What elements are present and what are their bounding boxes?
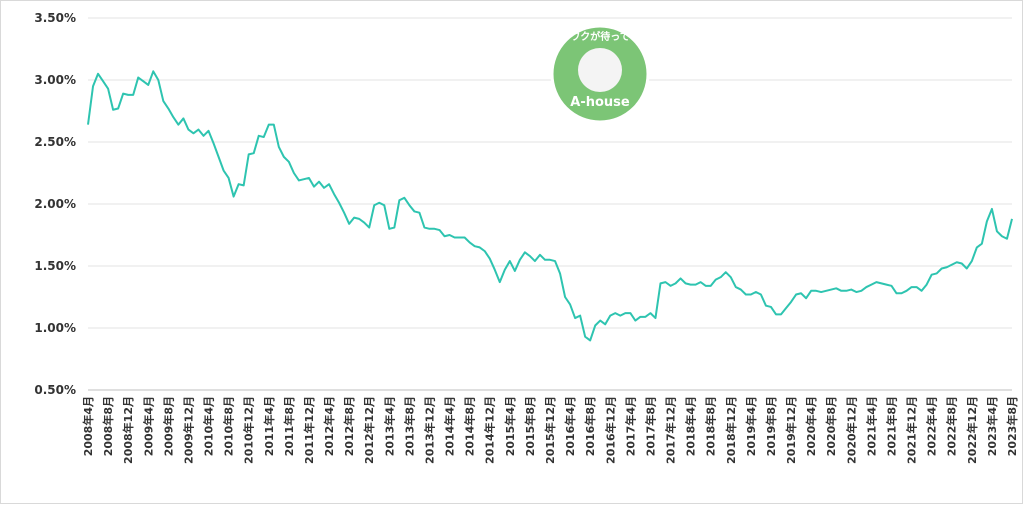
x-tick-label: 2009年4月 [141, 396, 155, 456]
x-tick-label: 2011年4月 [262, 396, 276, 456]
x-tick-label: 2015年12月 [543, 396, 557, 464]
x-tick-label: 2016年12月 [603, 396, 617, 464]
line-series [87, 70, 1013, 342]
x-tick-label: 2008年8月 [101, 396, 115, 456]
y-tick-label: 2.50% [34, 135, 76, 149]
x-tick-label: 2012年4月 [322, 396, 336, 456]
y-tick-label: 3.00% [34, 73, 76, 87]
x-tick-label: 2009年8月 [161, 396, 175, 456]
y-tick-label: 1.50% [34, 259, 76, 273]
x-tick-label: 2018年12月 [724, 396, 738, 464]
x-tick-label: 2022年8月 [945, 396, 959, 456]
x-tick-label: 2011年12月 [302, 396, 316, 464]
x-tick-label: 2008年12月 [121, 396, 135, 464]
x-tick-label: 2018年8月 [704, 396, 718, 456]
x-tick-label: 2019年8月 [764, 396, 778, 456]
x-tick-label: 2008年4月 [81, 396, 95, 456]
x-tick-label: 2013年12月 [422, 396, 436, 464]
x-tick-label: 2020年4月 [804, 396, 818, 456]
x-tick-label: 2021年12月 [905, 396, 919, 464]
logo-tagline: ワクワクが待っている [550, 30, 650, 43]
x-tick-label: 2018年4月 [684, 396, 698, 456]
x-tick-label: 2014年4月 [443, 396, 457, 456]
x-tick-label: 2010年8月 [222, 396, 236, 456]
y-tick-label: 2.00% [34, 197, 76, 211]
x-tick-label: 2012年8月 [342, 396, 356, 456]
x-tick-label: 2017年12月 [664, 396, 678, 464]
x-tick-label: 2017年4月 [623, 396, 637, 456]
x-tick-label: 2023年8月 [1005, 396, 1019, 456]
x-tick-label: 2010年4月 [202, 396, 216, 456]
x-tick-label: 2014年8月 [463, 396, 477, 456]
x-tick-label: 2013年4月 [382, 396, 396, 456]
y-tick-label: 1.00% [34, 321, 76, 335]
x-tick-label: 2019年4月 [744, 396, 758, 456]
logo-brand: A-house [570, 95, 630, 110]
x-tick-label: 2022年12月 [965, 396, 979, 464]
x-tick-label: 2016年4月 [563, 396, 577, 456]
x-tick-label: 2020年8月 [824, 396, 838, 456]
x-tick-label: 2012年12月 [362, 396, 376, 464]
x-tick-label: 2023年4月 [985, 396, 999, 456]
x-tick-label: 2013年8月 [402, 396, 416, 456]
logo-icon [578, 48, 622, 92]
x-tick-label: 2015年4月 [503, 396, 517, 456]
x-tick-label: 2009年12月 [181, 396, 195, 464]
x-tick-label: 2017年8月 [643, 396, 657, 456]
x-tick-label: 2019年12月 [784, 396, 798, 464]
x-tick-label: 2015年8月 [523, 396, 537, 456]
y-tick-label: 0.50% [34, 383, 76, 397]
x-tick-label: 2022年4月 [925, 396, 939, 456]
x-tick-label: 2021年8月 [884, 396, 898, 456]
x-tick-label: 2020年12月 [844, 396, 858, 464]
x-tick-label: 2011年8月 [282, 396, 296, 456]
x-tick-label: 2014年12月 [483, 396, 497, 464]
x-tick-label: 2021年4月 [864, 396, 878, 456]
logo: ワクワクが待っている A-house [550, 24, 650, 124]
x-tick-label: 2016年8月 [583, 396, 597, 456]
y-tick-label: 3.50% [34, 11, 76, 25]
x-tick-label: 2010年12月 [242, 396, 256, 464]
